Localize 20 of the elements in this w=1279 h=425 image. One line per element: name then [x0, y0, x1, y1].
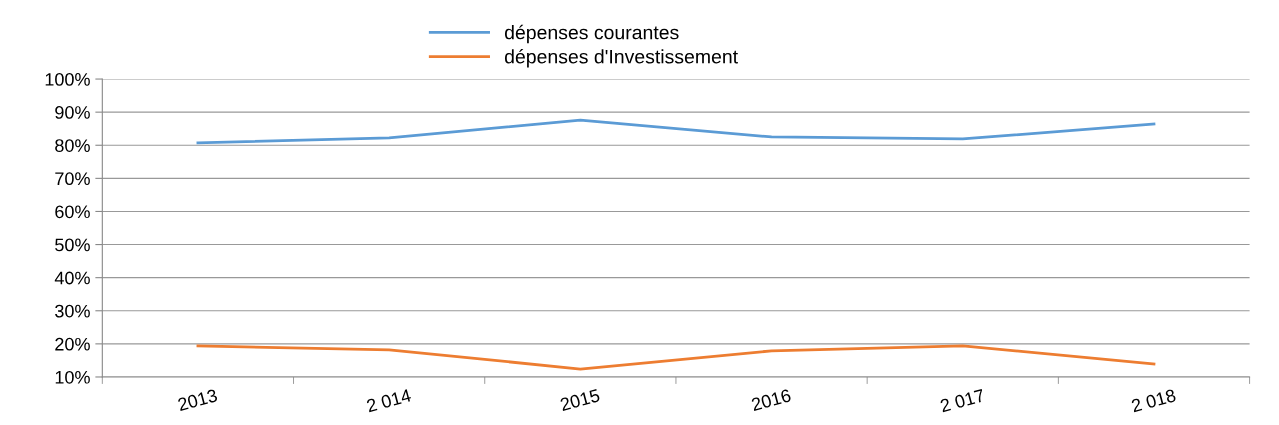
y-tick-label: 10% — [55, 370, 90, 384]
legend-label: dépenses courantes — [504, 24, 679, 44]
legend-label: dépenses d'Investissement — [504, 49, 738, 68]
x-tick-label: 2015 — [559, 388, 601, 412]
y-tick-label: 50% — [55, 238, 90, 252]
y-tick-label: 100% — [45, 72, 90, 86]
x-tick-label: 2013 — [177, 388, 218, 412]
y-tick-label: 60% — [55, 205, 90, 219]
line-series — [196, 118, 1156, 145]
y-tick-label: 70% — [55, 172, 90, 186]
x-tick-label: 2 017 — [939, 388, 985, 413]
y-tick-label: 30% — [55, 304, 90, 318]
y-tick-label: 40% — [54, 271, 90, 285]
y-tick-label: 90% — [55, 106, 90, 119]
x-tick-label: 2016 — [750, 388, 792, 412]
line-series — [196, 344, 1156, 371]
x-tick-label: 2 014 — [366, 388, 412, 413]
x-tick-label: 2 018 — [1130, 388, 1177, 413]
y-tick-label: 80% — [55, 139, 90, 152]
y-tick-label: 20% — [55, 337, 90, 351]
